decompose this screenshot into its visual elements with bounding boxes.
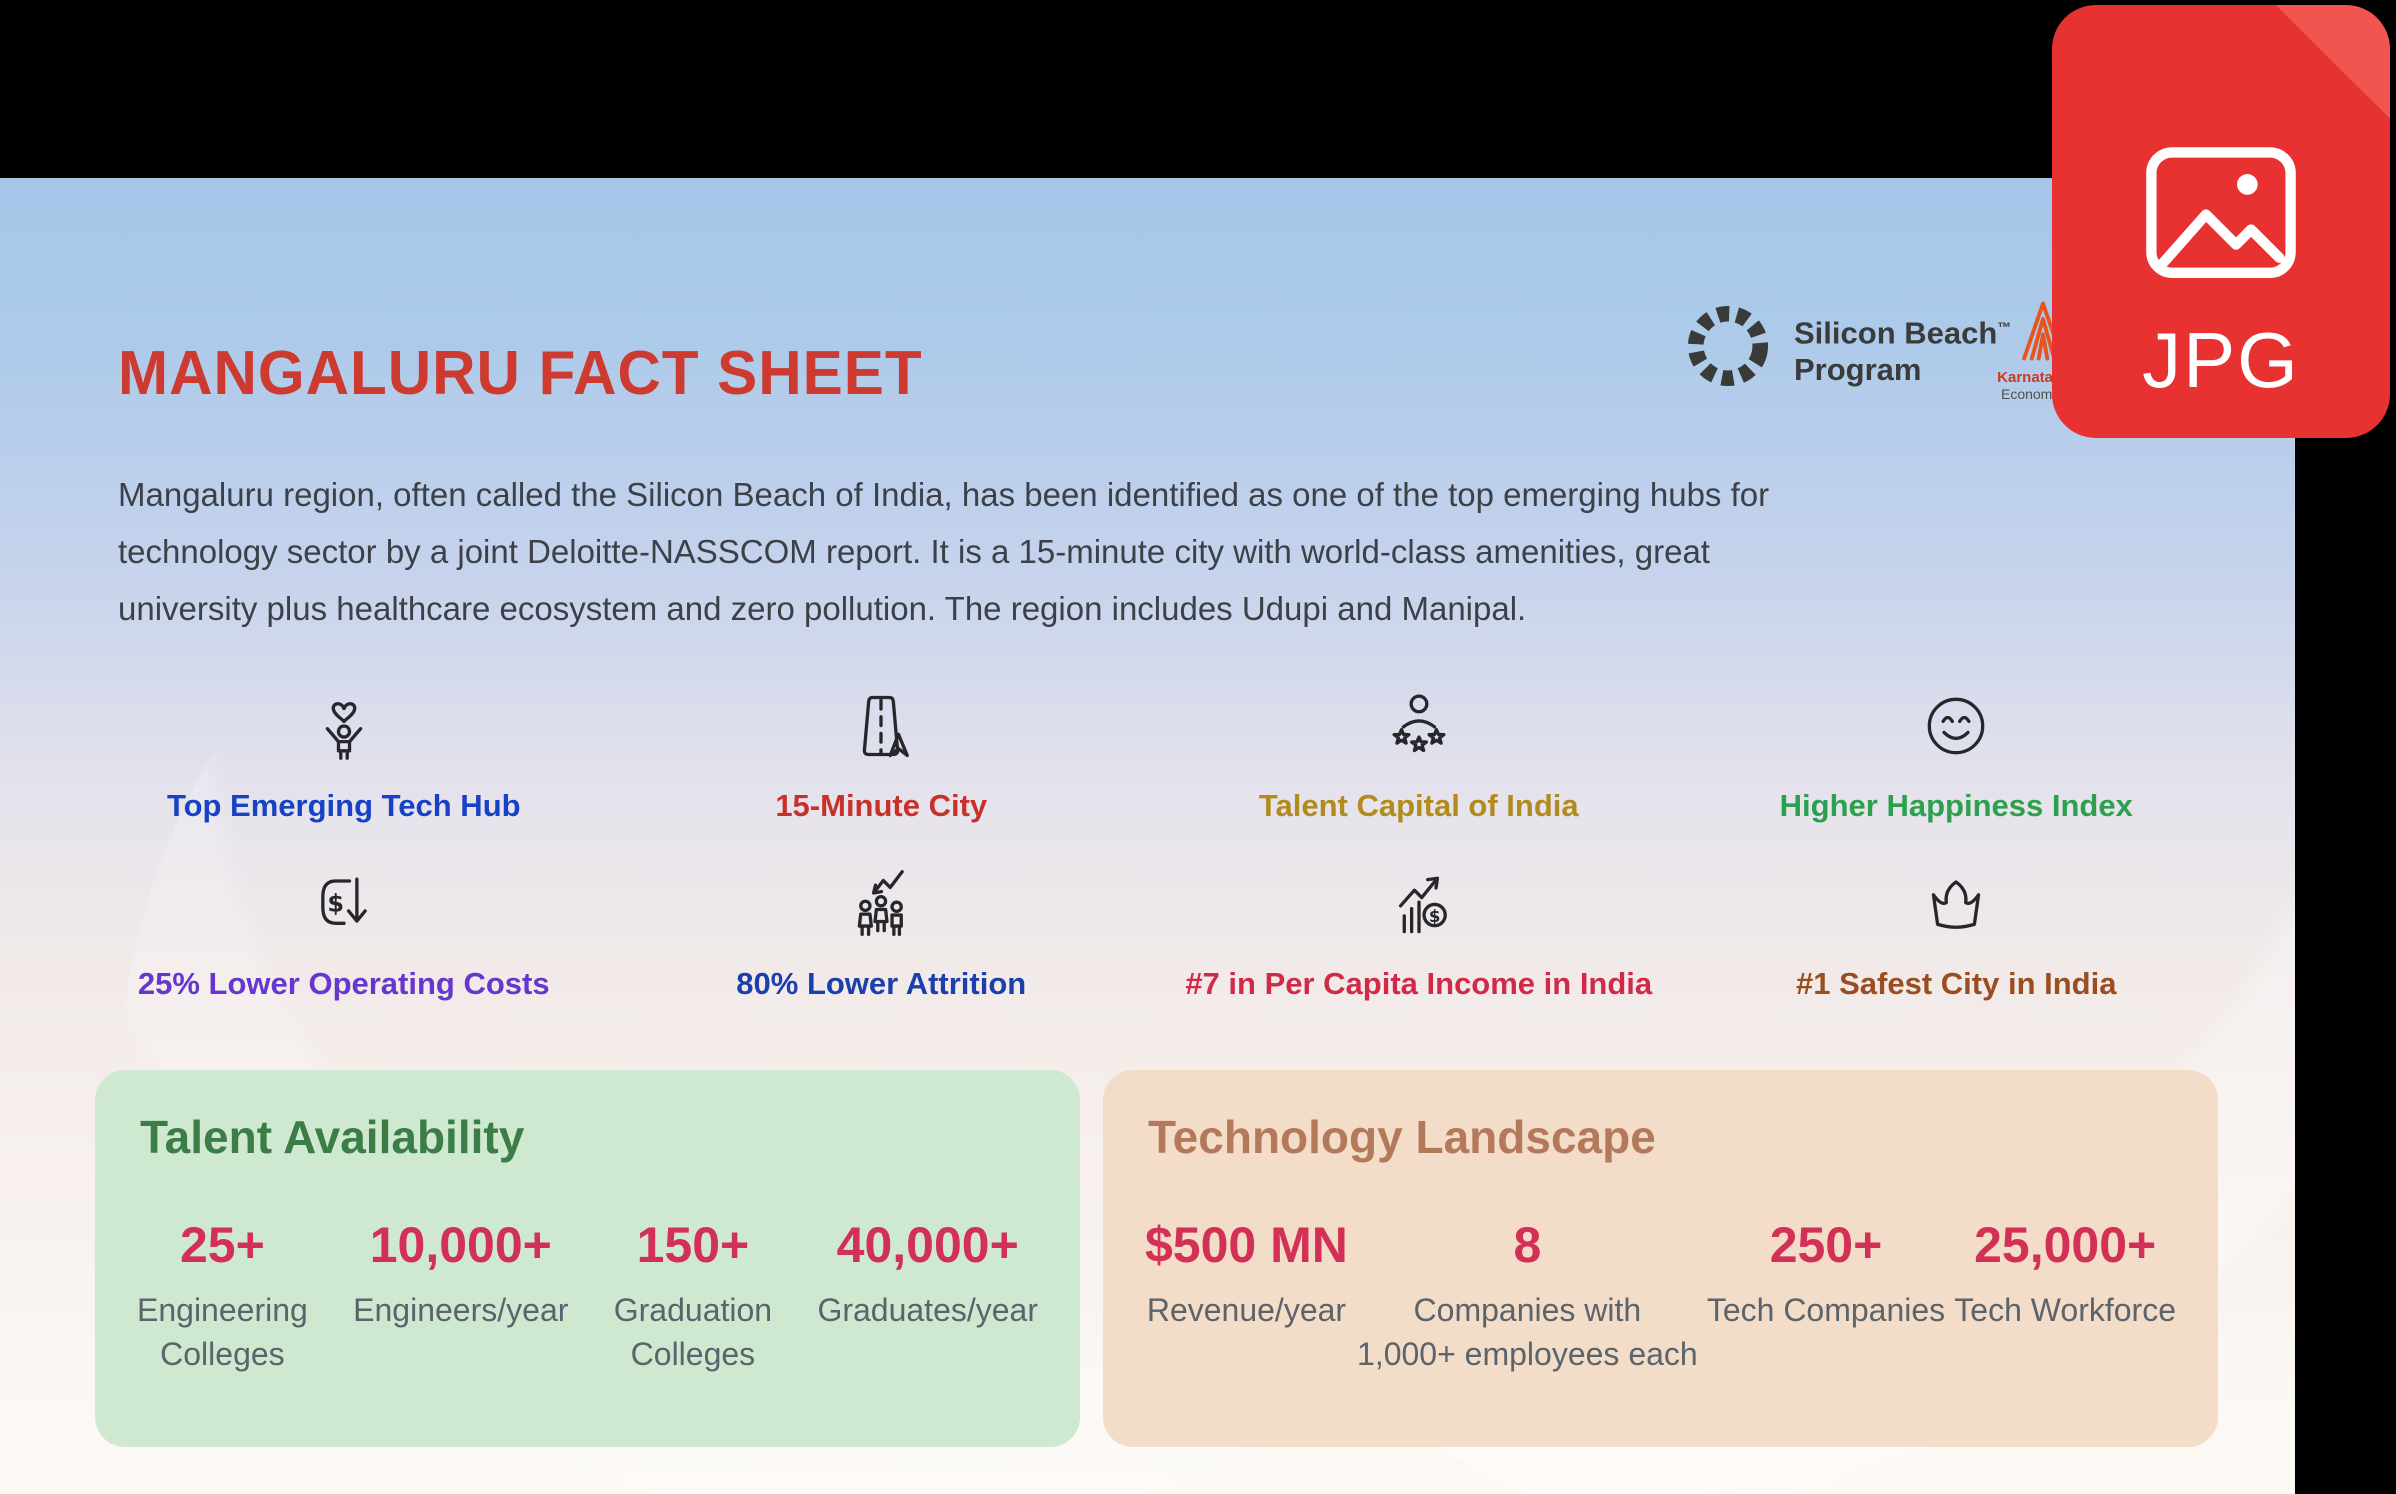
- stat-large-companies: 8 Companies with 1,000+ employees each: [1357, 1216, 1698, 1376]
- stat-label: Tech Companies: [1706, 1292, 1946, 1328]
- stat-value: 25+: [179, 1217, 265, 1273]
- stat-value: 10,000+: [369, 1217, 552, 1273]
- stat-value: 8: [1513, 1217, 1542, 1273]
- highlight-label: 15-Minute City: [775, 788, 988, 823]
- stat-tech-workforce: 25,000+ Tech Workforce: [1954, 1216, 2176, 1376]
- intro-paragraph: Mangaluru region, often called the Silic…: [118, 466, 1958, 637]
- stat-revenue: $500 MN Revenue/year: [1145, 1216, 1348, 1376]
- highlight-label: 80% Lower Attrition: [736, 966, 1027, 1001]
- stat-label: Graduates/year: [817, 1292, 1038, 1328]
- highlight-talent-capital: Talent Capital of India: [1150, 676, 1688, 824]
- svg-text:$: $: [1429, 907, 1441, 926]
- highlight-15-minute-city: 15-Minute City: [613, 676, 1151, 824]
- silicon-beach-program-logo: Silicon Beach™ Program: [1676, 294, 2011, 403]
- highlight-label: #7 in Per Capita Income in India: [1185, 966, 1653, 1001]
- road-icon: [613, 676, 1151, 772]
- svg-text:$: $: [327, 889, 344, 917]
- attrition-people-icon: [613, 854, 1151, 950]
- jpg-badge-body: [2052, 5, 2390, 438]
- stat-label: Engineers/year: [353, 1292, 569, 1328]
- fact-sheet-image: MANGALURU FACT SHEET Mangaluru region, o…: [0, 178, 2295, 1494]
- highlight-per-capita-income: $ #7 in Per Capita Income in India: [1150, 854, 1688, 1002]
- stat-graduation-colleges: 150+ Graduation Colleges: [614, 1216, 772, 1376]
- highlight-label: Higher Happiness Index: [1779, 788, 2133, 823]
- stat-engineering-colleges: 25+ Engineering Colleges: [137, 1216, 308, 1376]
- stat-value: 40,000+: [836, 1217, 1019, 1273]
- income-growth-icon: $: [1150, 854, 1688, 950]
- stat-label: Tech Workforce: [1954, 1292, 2176, 1328]
- talent-availability-box: Talent Availability 25+ Engineering Coll…: [95, 1070, 1080, 1447]
- technology-landscape-box: Technology Landscape $500 MN Revenue/yea…: [1103, 1070, 2218, 1447]
- stat-value: $500 MN: [1145, 1217, 1348, 1273]
- talent-stats: 25+ Engineering Colleges 10,000+ Enginee…: [95, 1216, 1080, 1376]
- highlight-label: Top Emerging Tech Hub: [166, 788, 521, 823]
- stat-tech-companies: 250+ Tech Companies: [1707, 1216, 1945, 1376]
- crown-icon: [1688, 854, 2226, 950]
- silicon-beach-logo-text: Silicon Beach™ Program: [1794, 315, 2012, 387]
- highlight-label: 25% Lower Operating Costs: [137, 966, 550, 1001]
- highlights-grid: Top Emerging Tech Hub 15-Minute City: [75, 676, 2225, 1002]
- smiley-icon: [1688, 676, 2226, 772]
- stat-label: Graduation Colleges: [613, 1292, 773, 1372]
- stat-value: 250+: [1769, 1217, 1883, 1273]
- stat-value: 150+: [636, 1217, 750, 1273]
- stat-label: Engineering Colleges: [137, 1292, 308, 1372]
- highlight-label: #1 Safest City in India: [1796, 966, 2117, 1001]
- highlight-lower-attrition: 80% Lower Attrition: [613, 854, 1151, 1002]
- intro-line: technology sector by a joint Deloitte-NA…: [118, 533, 1710, 570]
- stat-label: Revenue/year: [1146, 1292, 1347, 1328]
- stat-engineers-per-year: 10,000+ Engineers/year: [353, 1216, 568, 1376]
- file-type-label: JPG: [2142, 316, 2300, 404]
- image-icon: [2052, 143, 2390, 286]
- intro-line: university plus healthcare ecosystem and…: [118, 590, 1527, 627]
- intro-line: Mangaluru region, often called the Silic…: [118, 476, 1770, 513]
- highlight-label: Talent Capital of India: [1258, 788, 1579, 823]
- dollar-decrease-icon: $: [75, 854, 613, 950]
- highlight-happiness-index: Higher Happiness Index: [1688, 676, 2226, 824]
- talent-box-title: Talent Availability: [140, 1111, 525, 1163]
- page-title: MANGALURU FACT SHEET: [118, 339, 923, 408]
- technology-box-title: Technology Landscape: [1148, 1111, 1656, 1163]
- silicon-beach-ring-icon: [1676, 294, 1780, 403]
- person-stars-icon: [1150, 676, 1688, 772]
- stat-graduates-per-year: 40,000+ Graduates/year: [817, 1216, 1038, 1376]
- jpg-file-badge[interactable]: JPG: [2052, 5, 2390, 438]
- highlight-lower-operating-costs: $ 25% Lower Operating Costs: [75, 854, 613, 1002]
- person-celebrating-heart-icon: [75, 676, 613, 772]
- stat-value: 25,000+: [1974, 1217, 2157, 1273]
- highlight-top-emerging-tech-hub: Top Emerging Tech Hub: [75, 676, 613, 824]
- technology-stats: $500 MN Revenue/year 8 Companies with 1,…: [1103, 1216, 2218, 1376]
- highlight-safest-city: #1 Safest City in India: [1688, 854, 2226, 1002]
- stat-label: Companies with 1,000+ employees each: [1357, 1292, 1698, 1372]
